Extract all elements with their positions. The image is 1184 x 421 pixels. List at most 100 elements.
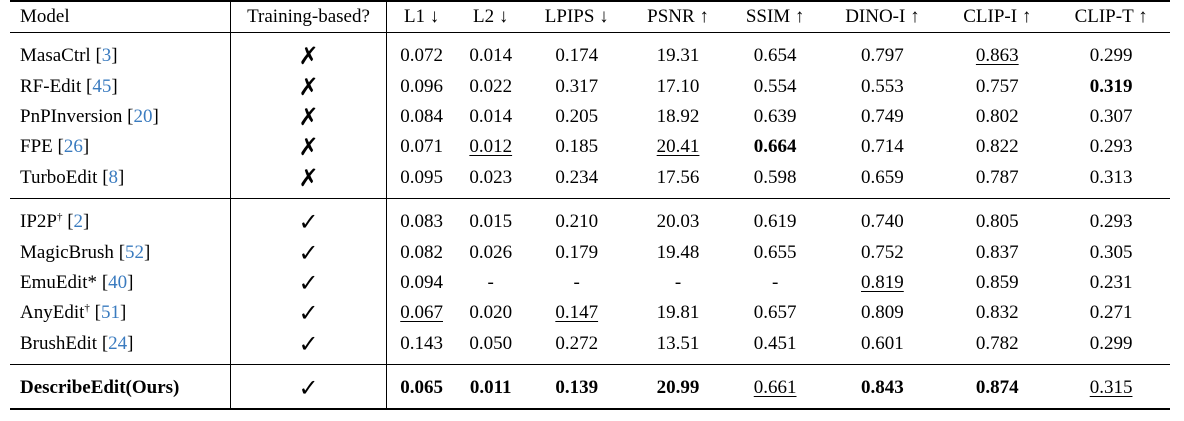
cross-icon: ✗ — [298, 163, 319, 192]
value-cell: 0.026 — [456, 237, 525, 267]
metric-value: 0.863 — [975, 45, 1019, 67]
value-cell: 0.022 — [456, 71, 525, 101]
value-cell: 19.48 — [628, 237, 728, 267]
model-cell: RF-Edit [45] — [10, 71, 231, 102]
value-cell: 0.307 — [1052, 102, 1170, 132]
training-cell: ✓ — [230, 328, 387, 365]
metric-value: 0.740 — [861, 211, 904, 233]
metric-value: 19.48 — [656, 241, 700, 263]
metric-value: 0.749 — [861, 105, 904, 127]
metric-value: 0.654 — [753, 45, 797, 67]
citation-link[interactable]: 3 — [101, 45, 112, 67]
metric-value: 0.553 — [861, 75, 904, 97]
citation-link[interactable]: 51 — [100, 302, 120, 324]
value-cell: 0.752 — [822, 237, 942, 267]
metric-value: 0.210 — [555, 211, 599, 233]
citation-link[interactable]: 40 — [108, 271, 128, 293]
metric-value: 0.179 — [555, 241, 599, 263]
metric-value: 0.655 — [753, 241, 797, 263]
value-cell: 0.185 — [525, 132, 628, 162]
training-cell: ✗ — [230, 32, 387, 72]
citation-link[interactable]: 26 — [63, 136, 83, 158]
col-header-lpips: LPIPS ↓ — [525, 0, 629, 33]
value-cell: 0.315 — [1052, 363, 1170, 411]
metric-value: 0.832 — [975, 302, 1019, 324]
citation-link[interactable]: 52 — [125, 241, 145, 263]
value-cell: 0.014 — [456, 102, 525, 132]
col-header-clip-i: CLIP-I ↑ — [942, 0, 1053, 33]
model-name: EmuEdit* — [20, 271, 98, 293]
check-icon: ✓ — [298, 374, 319, 403]
metric-value: 0.859 — [975, 271, 1019, 293]
model-name: DescribeEdit(Ours) — [20, 377, 180, 399]
metric-value: 0.271 — [1089, 302, 1133, 324]
metric-value: 0.096 — [400, 75, 443, 97]
metric-value: 0.307 — [1089, 105, 1133, 127]
value-cell: 0.094 — [387, 268, 457, 298]
metric-value: 0.083 — [400, 211, 443, 233]
metric-value: 0.174 — [555, 45, 599, 67]
citation-link[interactable]: 2 — [73, 211, 84, 233]
col-header-clip-t: CLIP-T ↑ — [1052, 0, 1170, 33]
metric-value: 0.805 — [975, 211, 1019, 233]
check-icon: ✓ — [298, 208, 319, 237]
value-cell: 0.554 — [728, 71, 823, 101]
check-icon: ✓ — [298, 268, 319, 297]
citation-link[interactable]: 45 — [92, 75, 112, 97]
value-cell: 0.293 — [1052, 132, 1170, 162]
metric-value: 0.095 — [400, 166, 443, 188]
metric-value: 0.071 — [400, 136, 443, 158]
model-cell: PnPInversion [20] — [10, 101, 231, 133]
metric-value: 0.714 — [861, 136, 904, 158]
value-cell: 0.837 — [942, 237, 1052, 267]
value-cell: 20.03 — [628, 197, 728, 238]
value-cell: 0.050 — [456, 329, 525, 365]
value-cell: 0.023 — [456, 163, 525, 199]
metric-value: 20.41 — [656, 136, 700, 158]
value-cell: 0.210 — [525, 197, 629, 238]
table-row: AnyEdit† [51] ✓ 0.067 0.020 0.147 19.81 0.657 0… — [10, 298, 1170, 329]
citation-link[interactable]: 20 — [133, 105, 153, 127]
model-name: IP2P — [20, 211, 57, 233]
value-cell: 0.272 — [525, 329, 628, 365]
metric-value: 0.143 — [400, 332, 443, 354]
metric-value: 0.657 — [753, 302, 797, 324]
value-cell: 0.139 — [525, 363, 629, 411]
value-cell: 0.305 — [1052, 237, 1170, 267]
value-cell: - — [728, 268, 823, 298]
training-cell: ✓ — [230, 197, 387, 238]
metric-value: 0.067 — [400, 302, 443, 324]
metric-value: 0.837 — [975, 241, 1019, 263]
col-header-ssim: SSIM ↑ — [727, 0, 823, 33]
table-row: DescribeEdit(Ours) ✓ 0.065 0.011 0.139 20.99 0… — [10, 363, 1170, 411]
value-cell: 0.757 — [942, 71, 1052, 101]
model-cell: IP2P† [2] — [10, 197, 231, 238]
value-cell: 0.271 — [1052, 298, 1170, 328]
value-cell: 0.095 — [387, 163, 457, 199]
model-name: MasaCtrl — [20, 45, 91, 67]
value-cell: 0.205 — [525, 102, 628, 132]
value-cell: 0.553 — [822, 71, 942, 101]
table-row: TurboEdit [8] ✗ 0.095 0.023 0.234 17.56 0.598 0… — [10, 162, 1170, 199]
value-cell: 0.797 — [822, 32, 943, 72]
metric-value: 0.319 — [1089, 75, 1133, 97]
cross-icon: ✗ — [298, 133, 319, 162]
value-cell: 0.843 — [822, 363, 943, 411]
metric-value: 0.023 — [469, 166, 513, 188]
metric-value: 0.639 — [753, 105, 797, 127]
value-cell: 0.067 — [387, 298, 457, 328]
value-cell: 19.81 — [628, 298, 728, 328]
metric-value: 0.757 — [975, 75, 1019, 97]
metric-value: 0.315 — [1089, 377, 1133, 399]
metric-value: 0.601 — [861, 332, 904, 354]
metric-value: 0.305 — [1089, 241, 1133, 263]
value-cell: 0.639 — [728, 102, 823, 132]
metric-value: 0.554 — [753, 75, 797, 97]
value-cell: - — [525, 268, 628, 298]
metric-value: - — [771, 271, 779, 293]
citation-link[interactable]: 24 — [108, 332, 128, 354]
citation-link[interactable]: 8 — [108, 166, 119, 188]
value-cell: 0.015 — [456, 197, 526, 238]
metric-value: 0.147 — [555, 302, 599, 324]
table-row: BrushEdit [24] ✓ 0.143 0.050 0.272 13.51 0.451… — [10, 328, 1170, 365]
